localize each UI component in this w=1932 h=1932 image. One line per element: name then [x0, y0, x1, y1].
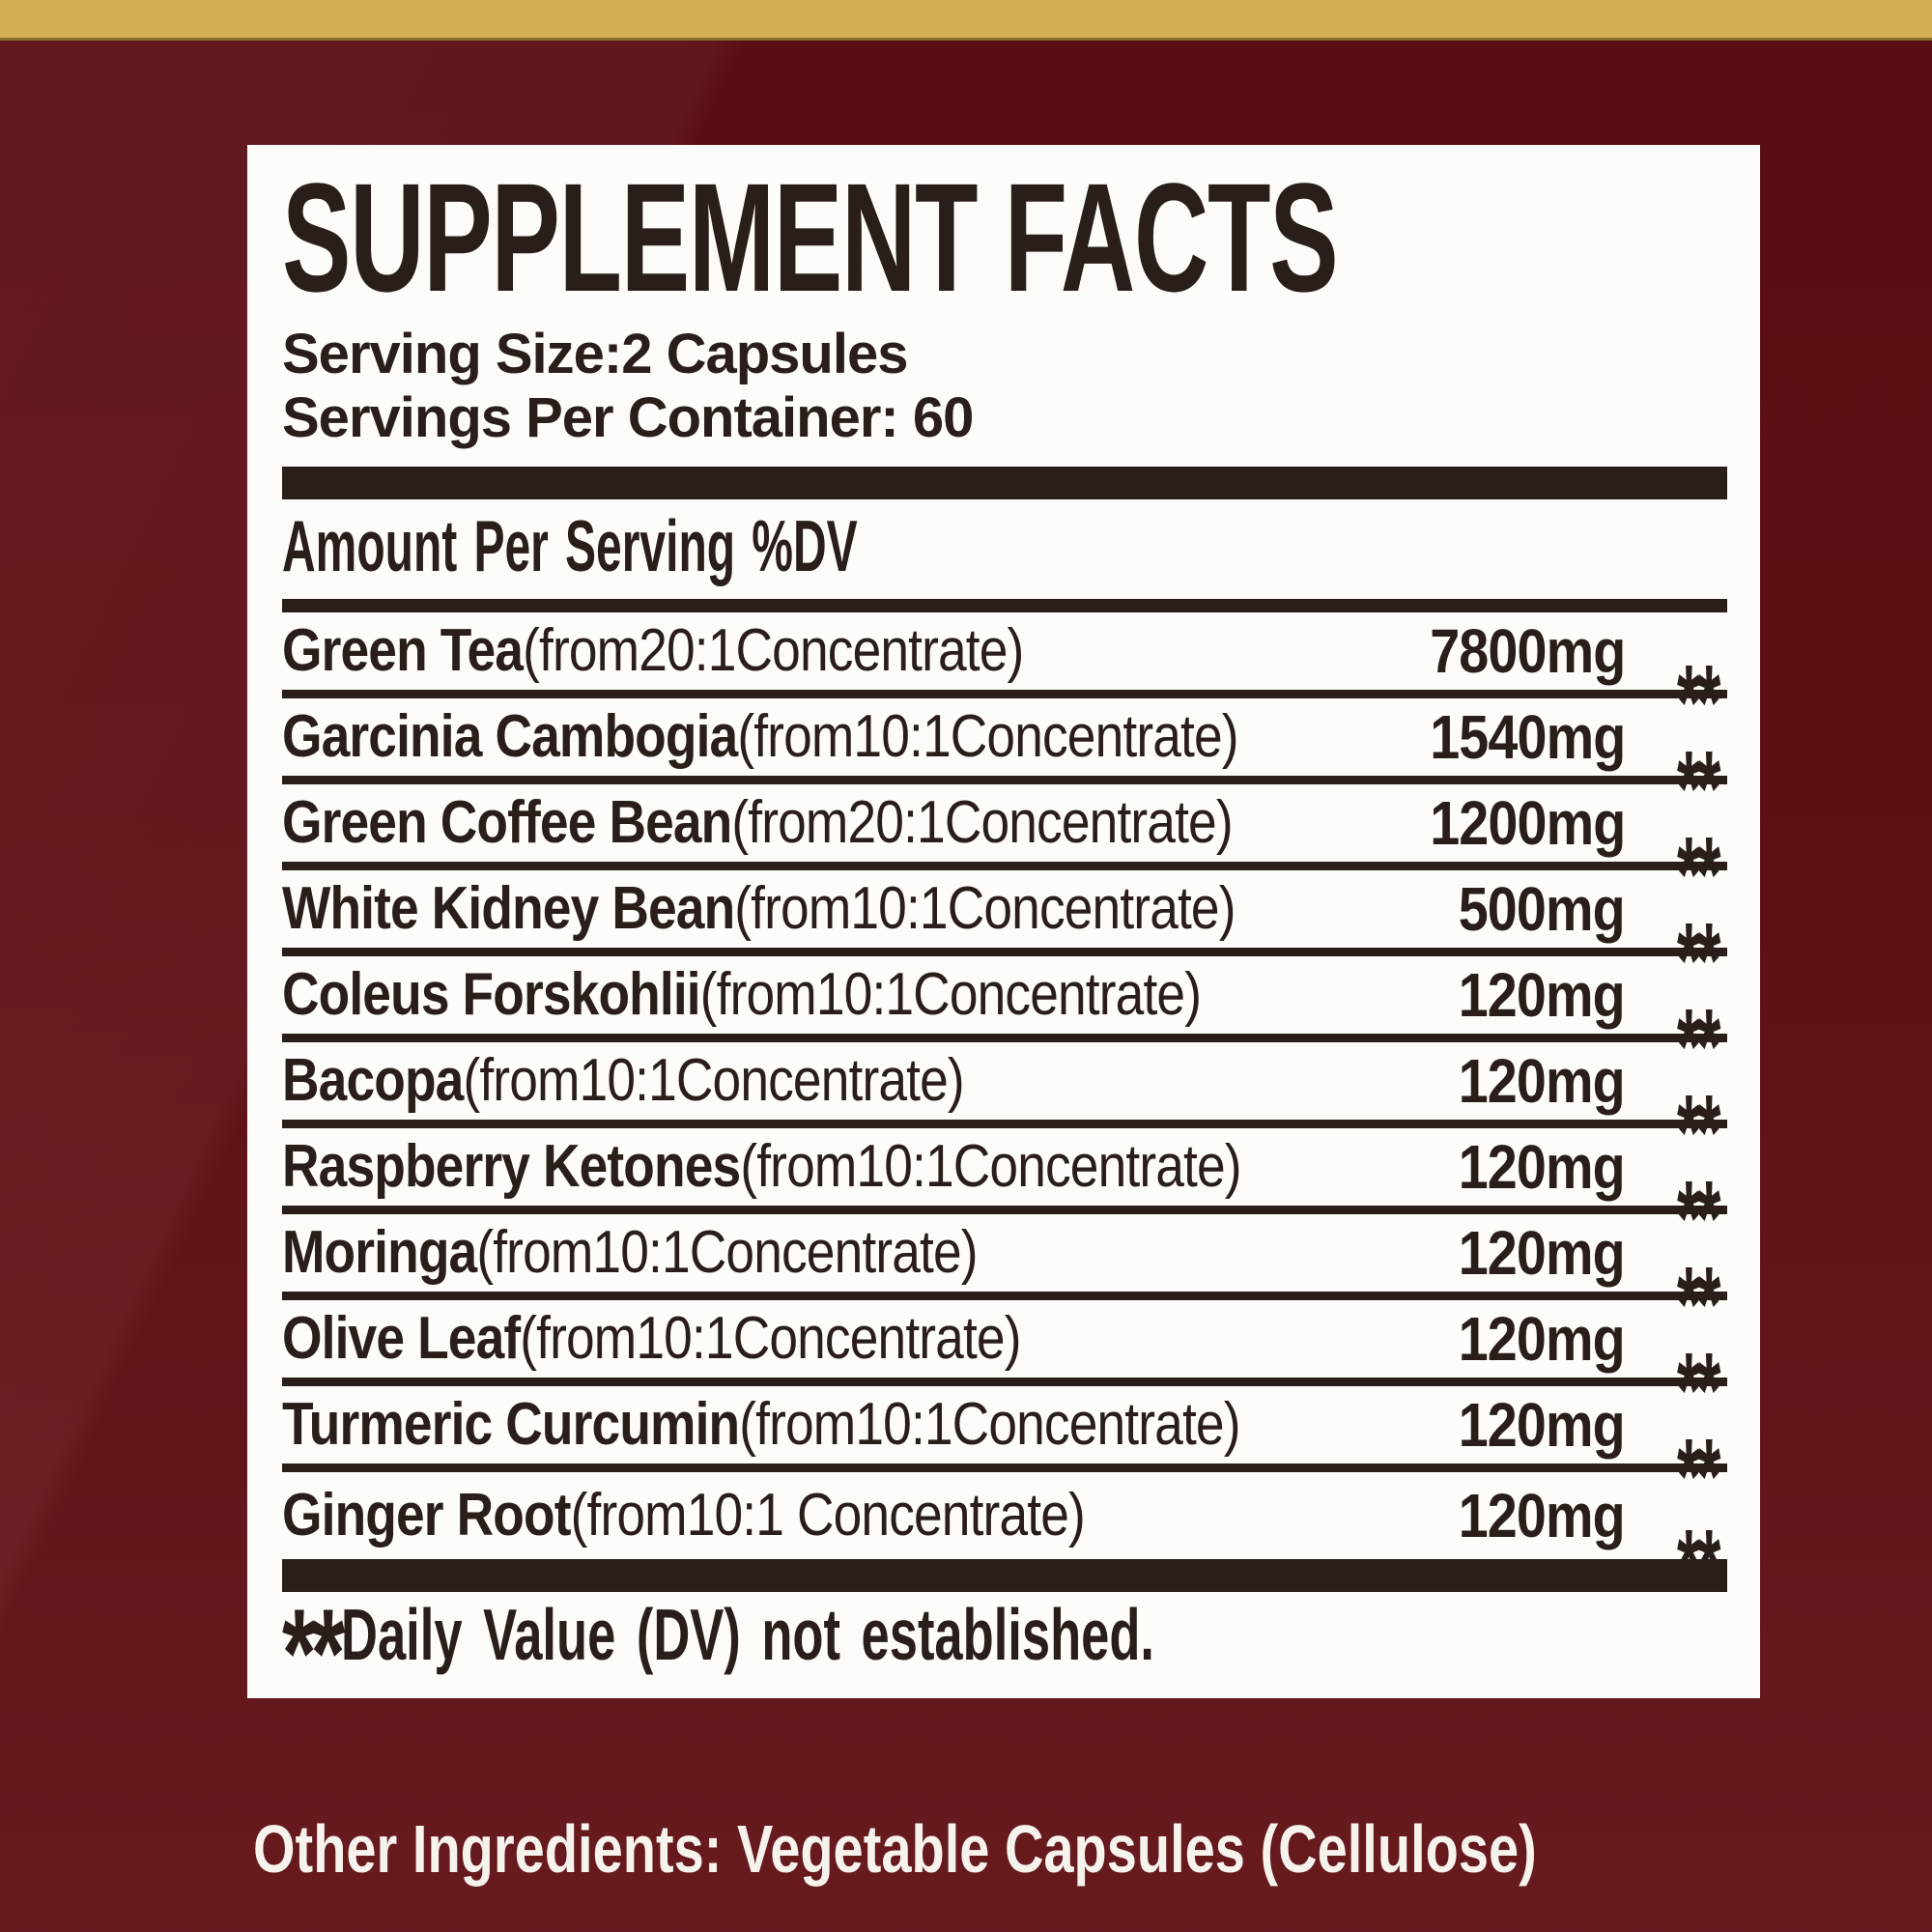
ingredient-rows: Green Tea(from20:1Concentrate) 7800mg **… — [282, 612, 1727, 1618]
gold-top-bar — [0, 0, 1932, 41]
ingredient-row: White Kidney Bean(from10:1Concentrate) 5… — [282, 870, 1727, 1011]
header-bottom-separator-bar — [282, 599, 1727, 612]
ingredient-amount: 1540mg — [1429, 702, 1626, 772]
ingredient-row: Green Coffee Bean(from20:1Concentrate) 1… — [282, 784, 1727, 925]
ingredient-amount: 120mg — [1458, 1132, 1626, 1202]
ingredient-detail: (from10:1Concentrate) — [737, 703, 1238, 770]
ingredient-detail: (from20:1Concentrate) — [731, 789, 1233, 856]
ingredient-row: Olive Leaf(from10:1Concentrate) 120mg ** — [282, 1300, 1727, 1441]
other-ingredients-line: Other Ingredients: Vegetable Capsules (C… — [253, 1811, 1537, 1887]
ingredient-detail: (from10:1Concentrate) — [463, 1047, 964, 1114]
ingredient-name-cell: Moringa(from10:1Concentrate) — [282, 1223, 1434, 1283]
supplement-facts-title: SUPPLEMENT FACTS — [282, 160, 1857, 315]
ingredient-amount: 120mg — [1458, 1304, 1626, 1374]
ingredient-name-cell: Turmeric Curcumin(from10:1Concentrate) — [282, 1395, 1434, 1455]
serving-size-line: Serving Size:2 Capsules — [282, 323, 908, 385]
ingredient-row: Bacopa(from10:1Concentrate) 120mg ** — [282, 1042, 1727, 1183]
ingredient-name-cell: Garcinia Cambogia(from10:1Concentrate) — [282, 707, 1401, 767]
supplement-facts-title-text: SUPPLEMENT FACTS — [282, 151, 1339, 324]
ingredient-name-cell: Ginger Root(from10:1 Concentrate) — [282, 1485, 1434, 1546]
ingredient-name-cell: Raspberry Ketones(from10:1Concentrate) — [282, 1137, 1434, 1197]
ingredient-detail: (from10:1Concentrate) — [520, 1305, 1021, 1372]
ingredient-amount: 120mg — [1458, 1046, 1626, 1116]
ingredient-detail: (from20:1Concentrate) — [523, 617, 1024, 684]
ingredient-row: Ginger Root(from10:1 Concentrate) 120mg … — [282, 1472, 1727, 1618]
ingredient-name: Ginger Root — [282, 1481, 571, 1548]
ingredient-row: Coleus Forskohlii(from10:1Concentrate) 1… — [282, 956, 1727, 1097]
ingredient-amount: 120mg — [1458, 1390, 1626, 1460]
daily-value-asterisks: ** — [1677, 643, 1720, 762]
amount-per-serving-header: Amount Per Serving %DV — [282, 505, 858, 586]
ingredient-name-cell: Bacopa(from10:1Concentrate) — [282, 1051, 1434, 1111]
ingredient-amount: 120mg — [1458, 1480, 1626, 1550]
ingredient-row: Garcinia Cambogia(from10:1Concentrate) 1… — [282, 698, 1727, 839]
table-bottom-bar — [282, 1559, 1727, 1592]
ingredient-name: White Kidney Bean — [282, 875, 735, 942]
ingredient-name: Green Tea — [282, 617, 524, 684]
footnote-text: Daily Value (DV) not established. — [341, 1594, 1154, 1675]
ingredient-row: Green Tea(from20:1Concentrate) 7800mg ** — [282, 612, 1727, 762]
ingredient-name: Garcinia Cambogia — [282, 703, 738, 770]
ingredient-amount: 1200mg — [1429, 788, 1626, 858]
ingredient-name-cell: Green Tea(from20:1Concentrate) — [282, 621, 1401, 681]
daily-value-footnote: **Daily Value (DV) not established. — [282, 1582, 1154, 1723]
ingredient-detail: (from10:1Concentrate) — [740, 1133, 1241, 1200]
ingredient-name-cell: Olive Leaf(from10:1Concentrate) — [282, 1309, 1434, 1369]
ingredient-name: Turmeric Curcumin — [282, 1391, 740, 1458]
servings-per-container-line: Servings Per Container: 60 — [282, 386, 974, 449]
ingredient-amount: 120mg — [1458, 1218, 1626, 1288]
supplement-facts-panel: SUPPLEMENT FACTS Serving Size:2 Capsules… — [247, 145, 1760, 1723]
ingredient-row: Raspberry Ketones(from10:1Concentrate) 1… — [282, 1128, 1727, 1269]
ingredient-row: Turmeric Curcumin(from10:1Concentrate) 1… — [282, 1386, 1727, 1527]
ingredient-detail: (from10:1Concentrate) — [734, 875, 1236, 942]
ingredient-detail: (from10:1Concentrate) — [739, 1391, 1240, 1458]
ingredient-detail: (from10:1 Concentrate) — [570, 1481, 1086, 1548]
ingredient-name: Coleus Forskohlii — [282, 961, 701, 1028]
ingredient-name-cell: White Kidney Bean(from10:1Concentrate) — [282, 879, 1434, 939]
ingredient-amount: 7800mg — [1429, 616, 1626, 686]
ingredient-name: Olive Leaf — [282, 1305, 521, 1372]
ingredient-amount: 120mg — [1458, 960, 1626, 1030]
ingredient-amount: 500mg — [1458, 874, 1626, 944]
ingredient-name: Bacopa — [282, 1047, 464, 1114]
ingredient-name: Raspberry Ketones — [282, 1133, 741, 1200]
ingredient-name: Moringa — [282, 1219, 477, 1286]
ingredient-row: Moringa(from10:1Concentrate) 120mg ** — [282, 1214, 1727, 1355]
ingredient-detail: (from10:1Concentrate) — [476, 1219, 978, 1286]
ingredient-detail: (from10:1Concentrate) — [699, 961, 1202, 1028]
ingredient-name-cell: Coleus Forskohlii(from10:1Concentrate) — [282, 965, 1434, 1025]
header-top-separator-bar — [282, 467, 1727, 499]
ingredient-name-cell: Green Coffee Bean(from20:1Concentrate) — [282, 793, 1401, 853]
ingredient-name: Green Coffee Bean — [282, 789, 732, 856]
